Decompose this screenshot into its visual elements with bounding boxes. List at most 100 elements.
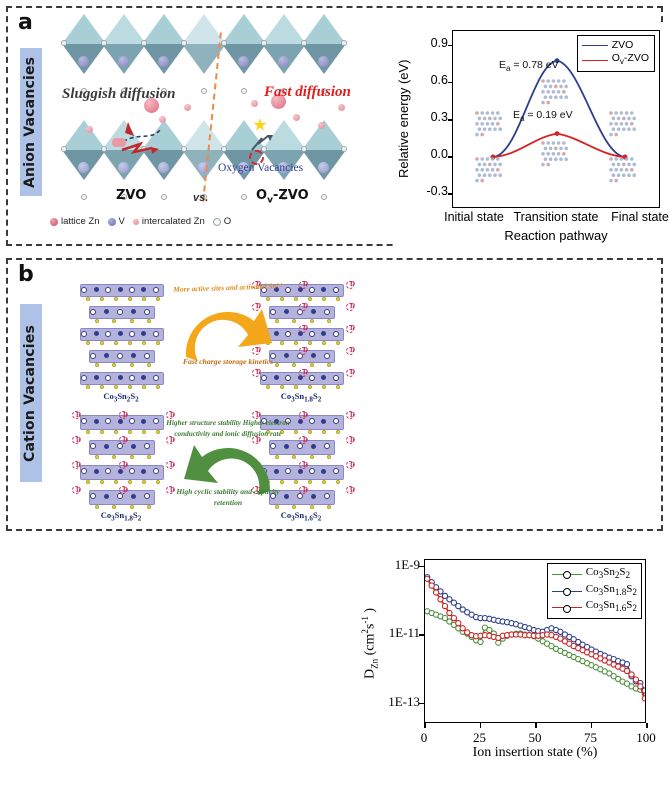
sulfur-atom [326, 363, 331, 368]
o-dot [212, 217, 221, 226]
structure-atom [104, 309, 110, 315]
sulfur-atom [100, 297, 105, 302]
sulfur-atom [275, 454, 280, 459]
sulfur-atom [112, 363, 117, 368]
structure-atom [81, 286, 88, 293]
diffusion-x-axis-title: Ion insertion state (%) [472, 745, 598, 760]
co3sn16s2-legend-text: Co3Sn1.6S2 [585, 599, 637, 614]
cation-vacancy [299, 486, 307, 495]
sulfur-atom [321, 479, 326, 484]
energy-x-tick-label: Transition state [513, 210, 599, 224]
energy-diagram: Relative energy (eV) ZVO Ov-ZVO Ea = 0.7… [396, 22, 669, 250]
structure-atom [261, 374, 268, 381]
vacancy-marker: D [256, 410, 262, 419]
structure-atom [128, 374, 135, 381]
energy-y-tick [448, 193, 452, 195]
vacancy-marker: D [303, 368, 309, 377]
structure-atom [332, 374, 339, 381]
vacancy-marker: D [303, 410, 309, 419]
structure-atom [270, 308, 277, 315]
sulfur-atom [127, 385, 132, 390]
vacancy-marker: D [170, 460, 176, 469]
sulfur-atom [335, 429, 340, 434]
structure-co3sn18s2-bottom: D D D D D D D D D D D D [66, 410, 176, 510]
sulfur-atom [326, 454, 331, 459]
sulfur-atom [321, 385, 326, 390]
energy-y-tick [448, 156, 452, 158]
cation-vacancy [299, 325, 307, 334]
ovzvo-legend-text: Ov-ZVO [611, 52, 649, 67]
ea-ovzvo-annotation: Ea = 0.19 eV [513, 109, 573, 124]
sulfur-atom [127, 341, 132, 346]
cation-vacancy [299, 436, 307, 445]
vacancy-marker: D [123, 460, 129, 469]
cation-vacancy [346, 347, 354, 356]
sulfur-atom [309, 504, 314, 509]
structure-atom [284, 493, 290, 499]
structure-atom [284, 443, 290, 449]
sulfur-atom [86, 429, 91, 434]
sulfur-atom [280, 341, 285, 346]
sulfur-atom [307, 479, 312, 484]
sulfur-atom [114, 341, 119, 346]
sulfur-atom [309, 454, 314, 459]
structure-atom [117, 331, 123, 337]
structure-atom [261, 418, 268, 424]
energy-legend: ZVO Ov-ZVO [576, 35, 655, 73]
sulfur-atom [275, 504, 280, 509]
intercalated-zn-dot [132, 218, 139, 225]
structure-atom [332, 468, 339, 474]
energy-y-tick-label: 0.6 [430, 72, 448, 87]
vacancy-marker: D [256, 435, 262, 444]
structure-atom [93, 418, 99, 424]
diffusion-x-tick-label: 75 [584, 730, 597, 745]
structure-atom [297, 468, 303, 474]
structure-atom [321, 375, 327, 381]
structure-atom [93, 468, 99, 474]
structure-atom [117, 287, 123, 293]
sulfur-atom [127, 297, 132, 302]
sulfur-atom [86, 297, 91, 302]
co3sn18s2-legend-text: Co3Sn1.8S2 [585, 582, 637, 597]
sulfur-atom [146, 363, 151, 368]
vacancy-marker: D [350, 460, 356, 469]
cation-vacancy [346, 303, 354, 312]
structure-atom [117, 418, 123, 424]
structure-atom [143, 352, 150, 359]
structure-co3sn2s2-top [66, 280, 176, 390]
vacancy-marker: D [256, 368, 262, 377]
sulfur-atom [280, 297, 285, 302]
structure-atom [117, 493, 123, 499]
sulfur-atom [141, 429, 146, 434]
vacancy-marker: D [303, 324, 309, 333]
sulfur-atom [307, 341, 312, 346]
green-curved-arrow [184, 445, 271, 495]
panel-a-legend: lattice Zn V intercalated Zn O [50, 216, 350, 227]
vacancy-marker: D [76, 460, 82, 469]
sulfur-atom [95, 504, 100, 509]
structure-label-4: Co3Sn1.6S2 [280, 510, 322, 523]
sulfur-atom [335, 479, 340, 484]
sulfur-atom [100, 479, 105, 484]
sulfur-atom [266, 429, 271, 434]
cation-vacancy [299, 303, 307, 312]
sulfur-atom [86, 385, 91, 390]
orange-arrow-bottom-text: Fast charge storage kinetics [182, 357, 274, 366]
sulfur-atom [326, 319, 331, 324]
structure-atom [323, 493, 330, 499]
diffusion-x-tick [590, 723, 592, 728]
structure-atom [128, 330, 135, 337]
sulfur-atom [280, 385, 285, 390]
diffusion-plot: DZn (cm2s-1 ) Co3Sn2S2 Co3Sn1.8S2 Co3Sn1… [358, 545, 669, 788]
structure-atom [270, 493, 277, 499]
structure-atom [105, 330, 112, 337]
diffusion-legend: Co3Sn2S2 Co3Sn1.8S2 Co3Sn1.6S2 [546, 563, 642, 620]
diffusion-y-tick-label: 1E-9 [394, 556, 420, 572]
structure-atom [285, 286, 292, 293]
vacancy-marker: D [350, 302, 356, 311]
diffusion-x-tick-label: 25 [473, 730, 486, 745]
cation-vacancy [72, 411, 80, 420]
sluggish-diffusion-label: Sluggish diffusion [62, 86, 176, 102]
cation-vacancy [346, 486, 354, 495]
structure-atom [130, 493, 136, 499]
